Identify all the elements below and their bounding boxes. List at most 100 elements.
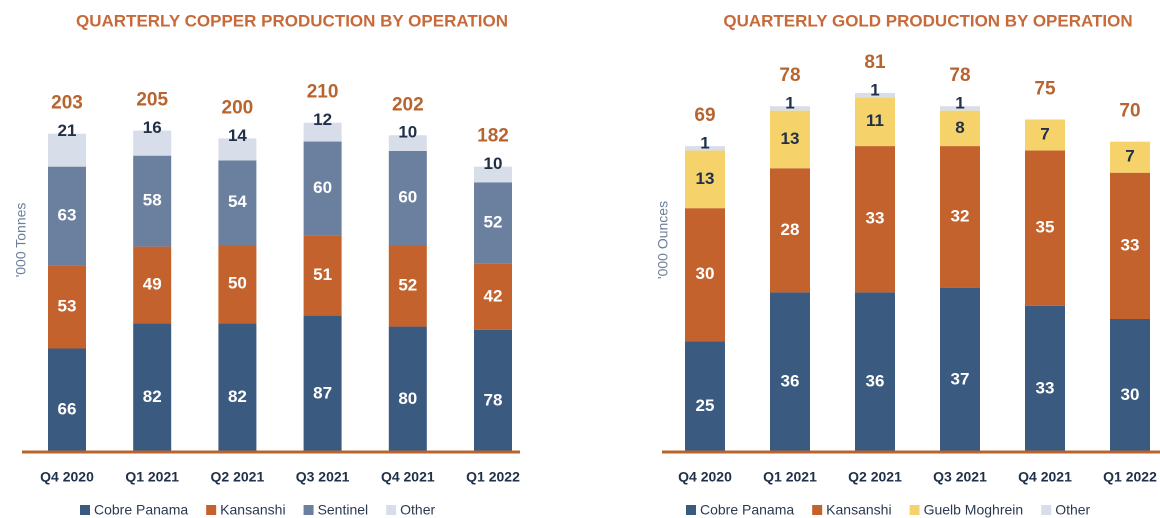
bar-segment [303, 235, 342, 316]
bar-segment [1025, 150, 1065, 306]
bar-segment [218, 245, 257, 324]
legend-swatch [386, 505, 397, 515]
segment-label: 87 [313, 383, 332, 402]
bar-segment [855, 146, 895, 293]
legend-label: Guelb Moghrein [924, 502, 1024, 518]
segment-label: 49 [143, 274, 162, 293]
segment-label: 8 [955, 118, 964, 137]
segment-label: 7 [1125, 147, 1134, 166]
bar-segment [685, 146, 725, 151]
segment-label: 52 [398, 275, 417, 294]
segment-label: 1 [785, 94, 794, 113]
segment-label: 32 [951, 207, 970, 226]
bar-segment [48, 166, 86, 266]
segment-label: 37 [951, 369, 970, 388]
segment-label: 28 [781, 220, 800, 239]
x-tick-label: Q2 2021 [211, 469, 265, 485]
legend-swatch [812, 505, 823, 515]
legend-label: Other [400, 502, 435, 518]
x-tick-label: Q3 2021 [933, 469, 987, 485]
y-axis-label: '000 Ounces [655, 201, 671, 279]
segment-label: 30 [1121, 385, 1140, 404]
segment-label: 53 [58, 296, 77, 315]
segment-label: 60 [313, 178, 332, 197]
legend-swatch [909, 505, 920, 515]
x-tick-label: Q1 2021 [763, 469, 817, 485]
x-tick-label: Q1 2021 [125, 469, 179, 485]
legend-swatch [206, 505, 217, 515]
segment-label: 11 [866, 111, 884, 130]
total-label: 202 [392, 94, 424, 115]
legend-swatch [303, 505, 314, 515]
bar-segment [133, 246, 172, 324]
legend-label: Other [1055, 502, 1090, 518]
legend-swatch [80, 505, 90, 515]
segment-label: 82 [228, 387, 247, 406]
x-tick-label: Q1 2022 [466, 469, 520, 485]
bar-segment [303, 315, 342, 452]
segment-label: 13 [781, 129, 800, 148]
bar-segment [303, 122, 342, 142]
segment-label: 52 [484, 213, 503, 232]
segment-label: 36 [781, 372, 800, 391]
legend-label: Kansanshi [826, 502, 891, 518]
segment-label: 12 [313, 110, 332, 129]
legend-label: Cobre Panama [700, 502, 794, 518]
segment-label: 10 [398, 123, 417, 142]
total-label: 200 [222, 97, 254, 118]
bar-segment [388, 135, 427, 151]
segment-label: 1 [700, 134, 709, 153]
x-tick-label: Q4 2021 [1018, 469, 1072, 485]
total-label: 81 [864, 52, 886, 73]
total-label: 70 [1119, 101, 1140, 122]
segment-label: 21 [58, 121, 77, 140]
bar-segment [685, 150, 725, 209]
bar-segment [685, 341, 725, 452]
bar-segment [474, 182, 512, 264]
legend-label: Kansanshi [220, 502, 285, 518]
total-label: 205 [136, 90, 168, 111]
segment-label: 82 [143, 387, 162, 406]
bar-segment [133, 155, 172, 247]
bar-segment [940, 110, 980, 147]
bar-segment [303, 141, 342, 236]
total-label: 78 [779, 65, 800, 86]
x-tick-label: Q4 2021 [381, 469, 435, 485]
legend-label: Sentinel [318, 502, 369, 518]
total-label: 203 [51, 93, 83, 114]
total-label: 75 [1034, 79, 1056, 100]
bar-segment [48, 133, 86, 167]
bar-segment [388, 150, 427, 246]
x-tick-label: Q1 2022 [1103, 469, 1157, 485]
chart-title: QUARTERLY COPPER PRODUCTION BY OPERATION [76, 11, 508, 30]
segment-label: 35 [1036, 218, 1055, 237]
segment-label: 1 [870, 80, 879, 99]
y-axis-label: '000 Tonnes [13, 203, 29, 278]
segment-label: 80 [398, 389, 417, 408]
bar-segment [218, 323, 257, 452]
total-label: 182 [477, 126, 509, 147]
bar-segment [218, 160, 257, 246]
bar-segment [770, 106, 810, 111]
segment-label: 78 [484, 390, 503, 409]
total-label: 78 [949, 65, 970, 86]
segment-label: 13 [696, 169, 715, 188]
chart-title: QUARTERLY GOLD PRODUCTION BY OPERATION [723, 11, 1132, 30]
bar-segment [940, 146, 980, 288]
bar-segment [855, 92, 895, 98]
bar-segment [940, 106, 980, 111]
segment-label: 14 [228, 126, 247, 145]
segment-label: 42 [484, 286, 503, 305]
bar-segment [388, 326, 427, 452]
bar-segment [218, 138, 257, 161]
bar-segment [940, 287, 980, 452]
segment-label: 25 [696, 396, 715, 415]
segment-label: 33 [866, 209, 885, 228]
segment-label: 51 [313, 265, 332, 284]
x-tick-label: Q4 2020 [40, 469, 94, 485]
segment-label: 7 [1040, 125, 1049, 144]
segment-label: 66 [58, 400, 77, 419]
bar-segment [1110, 141, 1150, 173]
total-label: 210 [307, 82, 339, 103]
